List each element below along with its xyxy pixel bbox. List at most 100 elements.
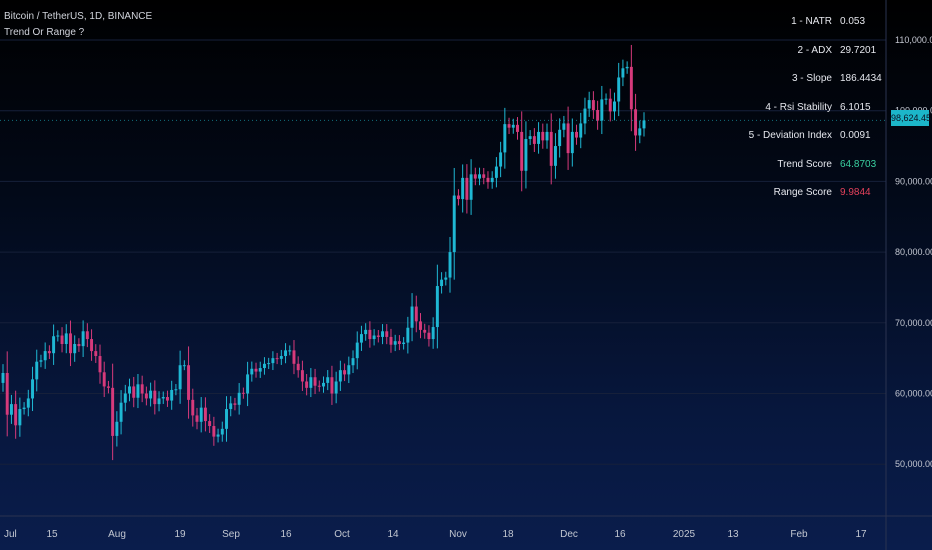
candle-body (570, 131, 574, 154)
indicator-table: 1 - NATR 0.053 2 - ADX 29.7201 3 - Slope… (692, 16, 882, 216)
x-tick-label: 2025 (673, 529, 696, 540)
candle-body (292, 350, 296, 364)
candle-body (440, 279, 444, 287)
candle-body (271, 358, 275, 364)
candle-body (35, 361, 39, 380)
candle-body (423, 329, 427, 333)
candle-body (73, 344, 77, 354)
candle-body (410, 306, 414, 328)
time-axis[interactable]: Jul 15 Aug 19 Sep 16 Oct 14 Nov 18 Dec 16 2025 13 Feb 1… (4, 529, 867, 540)
candle-body (562, 123, 566, 130)
trend-score-value: 64.8703 (840, 158, 877, 170)
y-tick-label: 90,000.00 (895, 176, 932, 186)
candle-body (237, 392, 241, 405)
candle-body (267, 363, 271, 365)
indicator-label: Trend Score (777, 158, 832, 170)
candle-body (499, 152, 503, 167)
candle-body (102, 372, 106, 387)
candle-body (119, 402, 123, 422)
candle-body (313, 377, 317, 386)
candle-body (241, 392, 245, 394)
price-axis[interactable]: 110,000.00100,000.0090,000.0080,000.0070… (895, 35, 932, 469)
y-tick-label: 60,000.00 (895, 389, 932, 399)
candle-body (596, 109, 600, 121)
candle-body (77, 344, 81, 347)
candle-body (532, 136, 536, 144)
candle-body (617, 77, 621, 102)
candle-body (613, 101, 616, 112)
candle-body (444, 277, 448, 280)
candle-body (625, 66, 629, 69)
candle-body (258, 368, 262, 372)
candle-body (191, 399, 195, 416)
candle-body (549, 131, 553, 166)
x-tick-label: Feb (790, 529, 808, 540)
indicator-name[interactable]: Trend Or Range ? (4, 27, 85, 38)
candle-body (229, 403, 233, 410)
candle-body (18, 409, 22, 426)
candle-body (541, 131, 545, 141)
candle-body (397, 341, 401, 345)
candle-body (106, 386, 110, 388)
candle-body (22, 407, 26, 410)
candle-body (128, 386, 131, 394)
candle-body (490, 177, 494, 183)
candle-body (111, 387, 115, 436)
indicator-row-slope: 3 - Slope 186.4434 (692, 73, 882, 102)
candle-body (326, 377, 330, 383)
candle-body (511, 124, 515, 128)
x-tick-label: 16 (614, 529, 626, 540)
candle-body (56, 335, 60, 337)
candle-body (448, 252, 452, 278)
candle-body (524, 138, 528, 171)
candle-body (376, 335, 380, 337)
x-tick-label: 18 (502, 529, 514, 540)
indicator-value: 0.053 (840, 16, 866, 27)
range-score-value: 9.9844 (840, 187, 871, 198)
candle-body (608, 98, 612, 112)
candle-body (579, 123, 583, 138)
candle-body (98, 356, 102, 373)
y-tick-label: 70,000.00 (895, 318, 932, 328)
indicator-value: 6.1015 (840, 101, 871, 113)
candle-body (604, 98, 608, 100)
candle-body (52, 336, 56, 354)
candle-body (334, 381, 338, 394)
symbol-title[interactable]: Bitcoin / TetherUS, 1D, BINANCE (4, 11, 153, 22)
x-tick-label: 15 (46, 529, 58, 540)
candle-body (212, 426, 216, 437)
candle-body (343, 370, 347, 375)
candle-body (279, 356, 283, 359)
candle-body (520, 131, 524, 171)
candle-body (347, 365, 351, 375)
x-tick-label: Oct (334, 529, 350, 540)
candle-body (68, 333, 72, 354)
candle-body (5, 372, 9, 415)
candle-body (14, 404, 18, 426)
candle-body (583, 108, 587, 124)
indicator-value: 0.0091 (840, 130, 871, 141)
candle-body (246, 374, 250, 394)
candle-body (368, 329, 372, 340)
x-tick-label: Dec (560, 529, 578, 540)
candle-body (170, 389, 174, 401)
candle-body (414, 306, 418, 322)
candle-body (149, 390, 153, 399)
candle-body (43, 351, 47, 361)
indicator-label: 1 - NATR (791, 16, 832, 27)
candle-body (591, 100, 595, 110)
candle-body (31, 379, 34, 399)
candle-body (482, 174, 486, 178)
indicator-row-range-score: Range Score 9.9844 (692, 187, 880, 216)
x-tick-label: Nov (449, 529, 467, 540)
indicator-label: 3 - Slope (791, 73, 832, 84)
candle-body (359, 334, 363, 343)
candle-body (587, 100, 591, 109)
candle-body (494, 166, 498, 178)
candle-body (638, 128, 642, 136)
candle-body (262, 363, 266, 369)
x-tick-label: 16 (280, 529, 292, 540)
candle-body (157, 398, 161, 405)
x-tick-label: 14 (387, 529, 399, 540)
candle-body (220, 428, 224, 435)
